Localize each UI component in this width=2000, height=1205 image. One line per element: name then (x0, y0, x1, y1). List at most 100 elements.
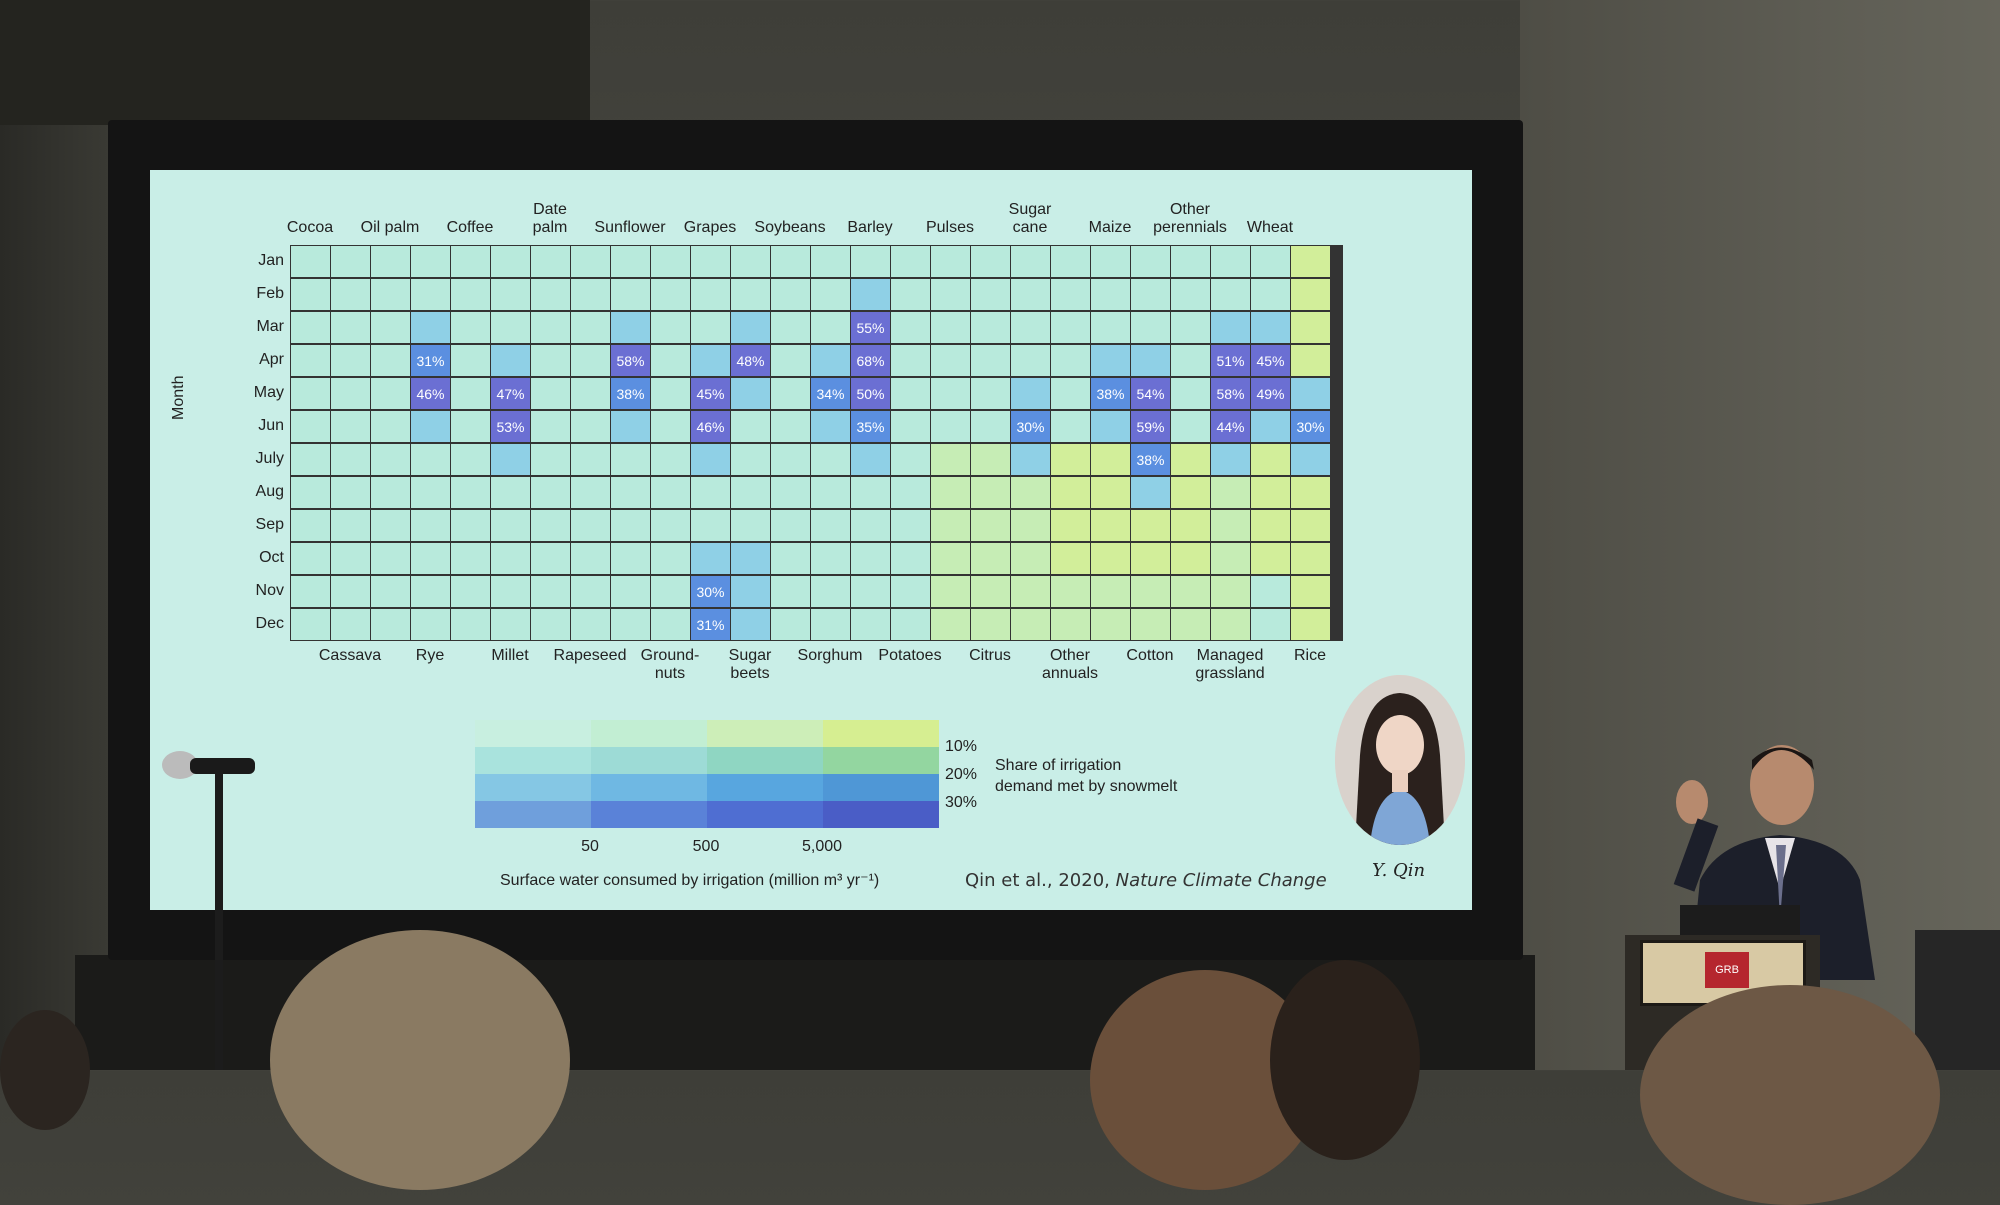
heatmap-cell (651, 609, 690, 640)
crop-label: Barley (847, 219, 893, 236)
legend-swatch (707, 747, 823, 774)
heatmap-cell (651, 543, 690, 574)
heatmap-cell (1051, 444, 1090, 475)
audience-head (0, 1010, 90, 1130)
heatmap-cell: 30% (691, 576, 730, 607)
microphone-icon (162, 751, 255, 1070)
heatmap-cell (451, 345, 490, 376)
heatmap-cell (331, 378, 370, 409)
heatmap-cell (611, 246, 650, 277)
heatmap-cell (291, 246, 330, 277)
heatmap-cell (291, 411, 330, 442)
heatmap-cell (1131, 510, 1170, 541)
heatmap-cell (731, 378, 770, 409)
heatmap-cell (971, 609, 1010, 640)
legend-swatch (591, 720, 707, 747)
heatmap-cell (691, 444, 730, 475)
heatmap-cell (1011, 279, 1050, 310)
heatmap-cell (1051, 312, 1090, 343)
heatmap-cell (1291, 279, 1330, 310)
legend-swatch (823, 720, 939, 747)
heatmap-cell (771, 378, 810, 409)
heatmap-cell (971, 444, 1010, 475)
heatmap-cell (891, 411, 930, 442)
heatmap-cell (731, 609, 770, 640)
heatmap-cell (371, 411, 410, 442)
heatmap-cell (851, 609, 890, 640)
heatmap-cell (451, 576, 490, 607)
heatmap-cell (531, 444, 570, 475)
legend-swatch (591, 747, 707, 774)
heatmap-cell (931, 345, 970, 376)
heatmap-cell (1291, 477, 1330, 508)
heatmap-cell (731, 543, 770, 574)
portrait-signature: Y. Qin (1372, 860, 1426, 881)
legend-level-20: 20% (945, 766, 978, 783)
heatmap-cell (571, 312, 610, 343)
heatmap-cell (851, 477, 890, 508)
audience-head (1640, 985, 1940, 1205)
heatmap-cell: 30% (1291, 411, 1330, 442)
heatmap-cell (611, 279, 650, 310)
heatmap-cell (731, 510, 770, 541)
heatmap-cell (611, 609, 650, 640)
heatmap-cell (691, 510, 730, 541)
heatmap-cell (331, 444, 370, 475)
heatmap-cell (371, 609, 410, 640)
heatmap-cell (1011, 576, 1050, 607)
heatmap-cell (1091, 312, 1130, 343)
heatmap-cell (451, 444, 490, 475)
month-label: Nov (255, 582, 284, 599)
heatmap-cell (811, 411, 850, 442)
heatmap-cell: 38% (1131, 444, 1170, 475)
heatmap-cell (731, 444, 770, 475)
heatmap-cell: 46% (411, 378, 450, 409)
heatmap-cell (851, 510, 890, 541)
heatmap-cell (811, 345, 850, 376)
heatmap-cell (1291, 246, 1330, 277)
heatmap-cell (1171, 279, 1210, 310)
month-label: Apr (259, 351, 284, 368)
heatmap-cell (1291, 345, 1330, 376)
heatmap-cell (571, 477, 610, 508)
y-axis-label: Month (170, 375, 187, 420)
heatmap-cell (411, 609, 450, 640)
legend-share-label: Share of irrigation demand met by snowme… (995, 757, 1178, 795)
crop-label: Oil palm (360, 219, 420, 236)
heatmap-cell (931, 444, 970, 475)
heatmap-cell (771, 411, 810, 442)
heatmap-cell (1131, 279, 1170, 310)
heatmap-cell (1291, 609, 1330, 640)
heatmap-cell (1211, 246, 1250, 277)
heatmap-grid: 55% 31% 58% 48% 68% 51% 45% 46% 47% 38% 45% 34% 50% 3… (290, 245, 1343, 641)
heatmap-cell: 34% (811, 378, 850, 409)
heatmap-cell (731, 246, 770, 277)
heatmap-cell (531, 345, 570, 376)
crop-label: Rye (415, 647, 445, 664)
heatmap-cell (1171, 312, 1210, 343)
heatmap-cell (491, 576, 530, 607)
crop-label: Rapeseed (553, 647, 627, 664)
heatmap-cell (611, 543, 650, 574)
legend-tick-5000: 5,000 (801, 838, 843, 855)
heatmap-cell: 47% (491, 378, 530, 409)
heatmap-cell (1051, 411, 1090, 442)
legend-swatch (823, 801, 939, 828)
heatmap-cell: 49% (1251, 378, 1290, 409)
heatmap-cell (771, 477, 810, 508)
heatmap-cell (531, 510, 570, 541)
heatmap-cell (1291, 510, 1330, 541)
left-wall (0, 0, 110, 1070)
crop-label: Managed grassland (1195, 647, 1265, 682)
heatmap-cell (451, 312, 490, 343)
heatmap-cell (1251, 246, 1290, 277)
heatmap-cell (1051, 477, 1090, 508)
heatmap-cell (1131, 477, 1170, 508)
heatmap-cell (1211, 477, 1250, 508)
curtain (0, 0, 590, 125)
heatmap-cell: 44% (1211, 411, 1250, 442)
heatmap-cell (491, 510, 530, 541)
heatmap-cell (531, 312, 570, 343)
heatmap-cell (691, 246, 730, 277)
heatmap-cell (971, 411, 1010, 442)
